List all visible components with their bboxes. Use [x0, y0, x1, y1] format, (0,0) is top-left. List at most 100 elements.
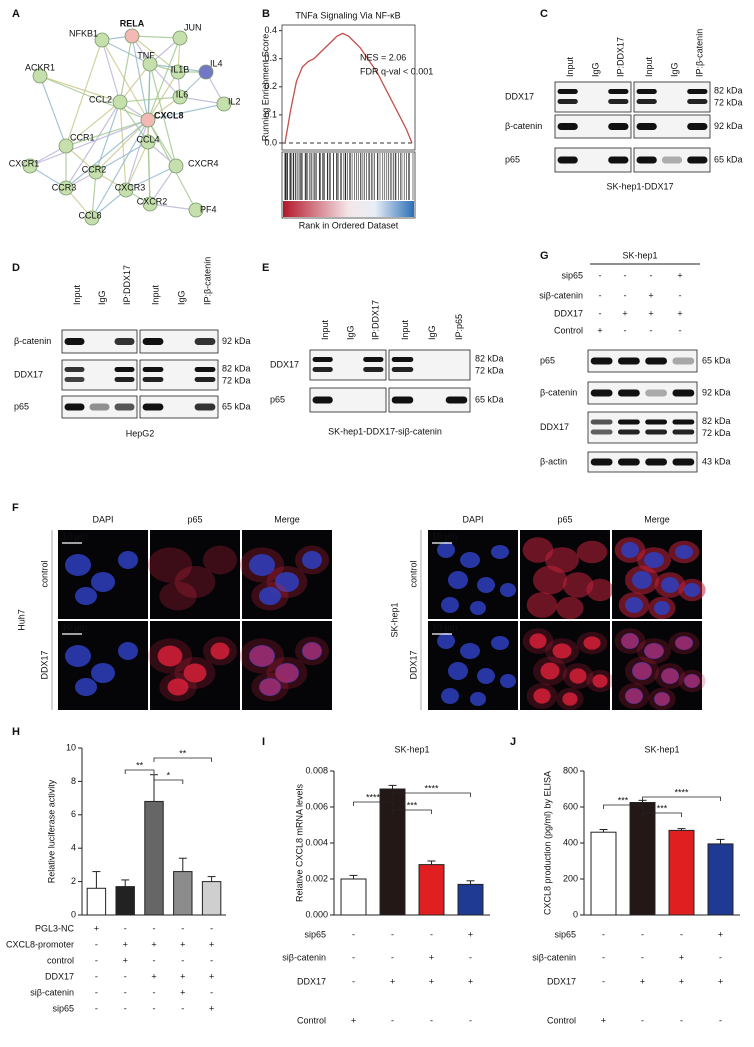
node-label: CXCR3	[115, 182, 146, 192]
condition-mark: +	[679, 952, 684, 962]
network-edge	[179, 96, 225, 105]
condition-mark: +	[209, 971, 214, 981]
blot-box	[587, 381, 698, 405]
nucleus	[302, 551, 322, 569]
caption: SK-hep1-DDX17	[606, 181, 673, 191]
network-edge	[147, 103, 225, 121]
blot-band	[590, 458, 613, 466]
kda-label: 72 kDa	[222, 375, 251, 385]
network-edge	[39, 75, 121, 103]
condition-mark: +	[677, 270, 682, 280]
blot-band	[590, 419, 613, 425]
significance-label: *	[167, 770, 171, 780]
blot-band	[645, 458, 668, 466]
y-tick-label: 0.0	[264, 137, 277, 147]
network-node	[118, 182, 134, 198]
panel-label: A	[12, 8, 20, 20]
row-label: DDX17	[270, 359, 299, 369]
network-node	[172, 89, 188, 105]
significance-bracket	[153, 757, 212, 762]
network-edge	[101, 39, 121, 103]
network-edge	[131, 35, 181, 39]
network-edge	[147, 71, 179, 121]
nuclear-p65	[183, 663, 207, 683]
kda-label: 92 kDa	[702, 387, 731, 397]
blot-band	[557, 89, 578, 94]
network-edge	[29, 119, 149, 167]
column-label: p65	[557, 514, 572, 524]
bar	[707, 843, 734, 916]
cytoplasm	[576, 540, 608, 564]
lane-label: IgG	[669, 62, 679, 77]
cytoplasm	[522, 537, 554, 563]
condition-mark: -	[430, 929, 433, 939]
row-label: β-catenin	[14, 336, 51, 346]
y-axis-label: Relative CXCL8 mRNA levels	[294, 783, 304, 902]
significance-bracket	[603, 804, 643, 809]
panel-label: B	[262, 8, 270, 20]
condition-mark: -	[210, 955, 213, 965]
nucleus	[460, 552, 480, 568]
network-edge	[125, 165, 177, 191]
bar	[379, 788, 406, 916]
condition-mark: -	[210, 923, 213, 933]
column-label: DAPI	[462, 514, 483, 524]
nucleus	[477, 577, 495, 593]
nucleus	[91, 663, 115, 683]
network-node	[94, 32, 110, 48]
node-label: JUN	[184, 22, 202, 32]
network-edge	[95, 119, 149, 173]
condition-mark: -	[95, 987, 98, 997]
nucleus	[118, 551, 138, 569]
blot-box	[554, 114, 632, 139]
condition-label: siβ-catenin	[532, 952, 576, 962]
blot-band	[687, 89, 708, 94]
row-label: β-catenin	[540, 387, 577, 397]
blot-band	[391, 357, 414, 362]
lane-label: Input	[565, 56, 575, 77]
y-tick-label: 0	[71, 909, 76, 919]
blot-band	[617, 419, 640, 425]
cytoplasm	[556, 596, 584, 620]
node-label: IL6	[176, 89, 189, 99]
network-edge	[91, 119, 149, 219]
node-label: CCL4	[136, 134, 159, 144]
condition-mark: +	[351, 1015, 356, 1025]
condition-mark: -	[124, 971, 127, 981]
significance-label: ****	[674, 787, 689, 797]
nuclear-p65	[625, 688, 643, 704]
network-node	[142, 56, 158, 72]
blot-band	[64, 367, 85, 372]
nuclear-p65	[583, 636, 601, 650]
condition-mark: -	[95, 1003, 98, 1013]
nuclear-p65	[562, 692, 578, 706]
condition-mark: -	[641, 952, 644, 962]
network-node	[168, 158, 184, 174]
nucleus	[477, 668, 495, 684]
bar	[668, 829, 695, 916]
blot-band	[687, 156, 708, 164]
lane-label: IP:β-catenin	[202, 257, 212, 305]
node-label: CCL2	[89, 94, 112, 104]
panel-label: G	[540, 250, 549, 262]
y-tick-label: 200	[563, 873, 578, 883]
network-edge	[119, 96, 181, 103]
condition-mark: -	[352, 952, 355, 962]
condition-label: siβ-catenin	[539, 290, 583, 300]
micrograph	[150, 530, 240, 619]
nucleus	[491, 545, 509, 559]
blot-band	[391, 396, 414, 404]
row-label: control	[408, 560, 418, 587]
nucleus	[470, 601, 486, 615]
blot-band	[636, 99, 657, 104]
condition-label: sip65	[52, 1003, 74, 1013]
blot-band	[89, 403, 110, 411]
lane-label: IgG	[176, 290, 186, 305]
bar	[457, 883, 484, 916]
bar	[201, 881, 222, 916]
condition-mark: +	[622, 308, 627, 318]
condition-mark: +	[151, 939, 156, 949]
condition-mark: -	[602, 929, 605, 939]
nucleus	[500, 674, 516, 688]
blot-band	[114, 367, 135, 372]
